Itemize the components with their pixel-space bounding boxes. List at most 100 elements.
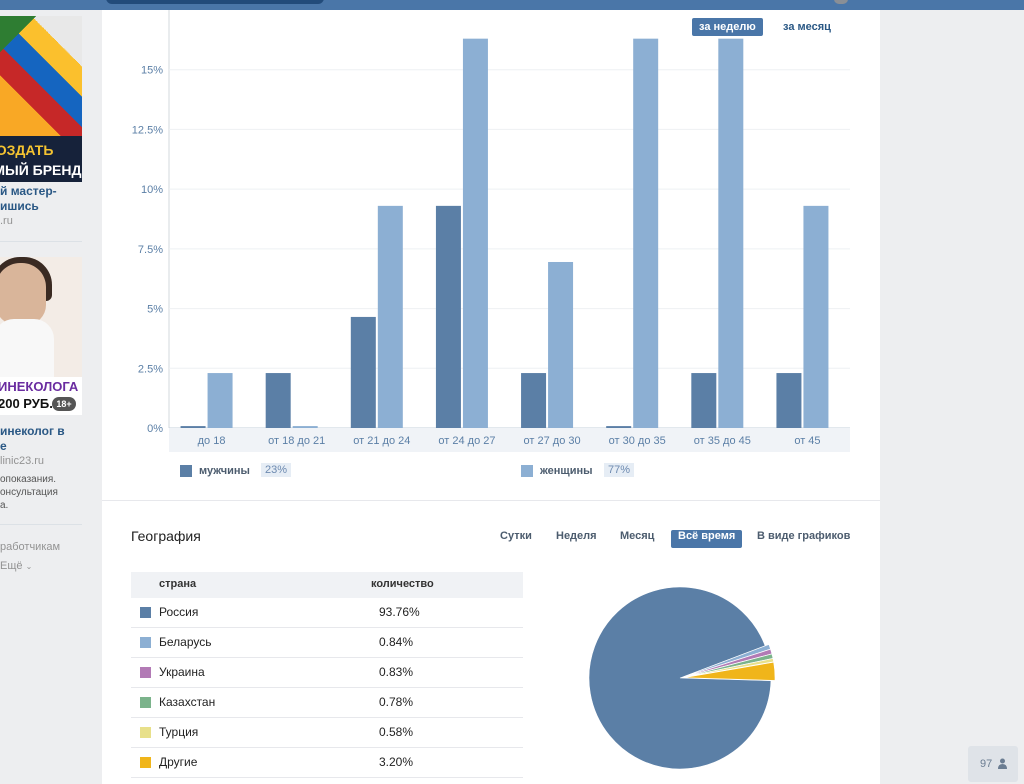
bar-men[interactable] [180,426,206,428]
bar-women[interactable] [462,38,488,429]
legend-swatch-men [180,465,192,477]
legend-label-women[interactable]: женщины [540,465,593,477]
ad-photo [0,263,46,325]
table-row: Россия 93.76% [131,598,523,628]
table-row: Украина 0.83% [131,658,523,688]
ad-banner-text: СОЗДАТЬ ЕМЫЙ БРЕНД [0,136,82,182]
bar-men[interactable] [265,373,291,428]
age-gender-chart: 0% 2.5% 5% 7.5% 10% 12.5% 15% до 18 от 18 до 21 о… [132,10,850,452]
bar-women[interactable] [718,38,744,429]
country-percent: 0.84% [379,635,414,649]
more-link[interactable]: Ещё ⌄ [0,560,32,572]
developers-link[interactable]: работчикам [0,541,61,553]
y-tick-label: 5% [147,304,163,316]
x-tick-label: от 18 до 21 [268,435,325,447]
online-counter[interactable]: 97 [968,746,1018,782]
chevron-down-icon: ⌄ [25,562,33,571]
ad-banner-line: ИНЕКОЛОГА [0,379,79,394]
country-color-swatch [140,637,151,648]
ad-description: а. [0,500,9,511]
tab-month[interactable]: Месяц [620,530,655,542]
bar-men[interactable] [350,316,376,428]
pie-slice[interactable] [683,658,774,678]
bar-women[interactable] [548,261,574,428]
ad-title[interactable]: ишись [0,199,39,213]
bar-women[interactable] [377,205,403,428]
country-name: Украина [159,665,205,679]
table-row: Турция 0.58% [131,718,523,748]
tab-day[interactable]: Сутки [500,530,532,542]
column-header-country[interactable]: страна [159,578,197,590]
ad-banner-image[interactable]: ИНЕКОЛОГА 200 РУБ. 18+ [0,257,82,415]
y-tick-label: 15% [141,65,163,77]
tab-week[interactable]: Неделя [556,530,597,542]
country-color-swatch [140,667,151,678]
x-tick-label: от 21 до 24 [353,435,410,447]
x-tick-label: от 30 до 35 [609,435,666,447]
country-name: Другие [159,755,198,769]
geography-table: страна количество Россия 93.76% Беларусь 0.… [131,572,523,778]
bar-women[interactable] [207,373,233,428]
avatar[interactable] [834,0,848,4]
bar-women[interactable] [633,38,659,429]
column-header-count[interactable]: количество [371,578,434,590]
ad-photo [0,319,54,379]
table-header: страна количество [131,572,523,598]
country-color-swatch [140,727,151,738]
ad-banner-line: ЕМЫЙ БРЕНД [0,162,82,178]
divider [102,500,880,501]
x-tick-label: до 18 [198,435,226,447]
ad-banner-line: СОЗДАТЬ [0,142,54,158]
tab-all-time[interactable]: Всё время [671,530,743,548]
ad-title[interactable]: е [0,439,7,453]
divider [0,524,82,525]
bar-men[interactable] [435,205,461,428]
country-color-swatch [140,697,151,708]
country-percent: 3.20% [379,755,414,769]
ad-banner-line: 200 РУБ. [0,396,53,411]
x-tick-label: от 24 до 27 [438,435,495,447]
country-name: Турция [159,725,199,739]
pie-slice[interactable] [588,586,772,770]
more-link-label: Ещё [0,560,23,572]
y-tick-label: 0% [147,423,163,435]
bar-women[interactable] [803,205,829,428]
country-name: Казахстан [159,695,216,709]
month-button[interactable]: за месяц [783,21,831,33]
ad-portrait-illustration [0,16,82,136]
legend-pct-men: 23% [261,463,292,477]
ad-description: опоказания. [0,474,57,485]
tab-as-graphs[interactable]: В виде графиков [757,530,851,542]
bar-women[interactable] [292,426,318,428]
age-badge: 18+ [52,397,76,411]
country-color-swatch [140,757,151,768]
person-icon [998,758,1007,769]
geography-pie-chart [588,586,776,770]
ad-description: онсультация [0,487,58,498]
legend-swatch-women [521,465,533,477]
x-tick-label: от 45 [794,435,820,447]
table-body: Россия 93.76% Беларусь 0.84% Украина 0.83% Каз… [131,598,523,778]
country-color-swatch [140,607,151,618]
y-tick-label: 10% [141,184,163,196]
table-row: Казахстан 0.78% [131,688,523,718]
bar-men[interactable] [521,373,547,428]
x-tick-label: от 27 до 30 [524,435,581,447]
bar-men[interactable] [776,373,802,428]
week-button[interactable]: за неделю [692,18,763,36]
country-name: Беларусь [159,635,212,649]
x-axis-band [169,428,850,452]
pie-slice[interactable] [683,661,776,681]
ad-title[interactable]: инеколог в [0,424,65,438]
divider [0,241,82,242]
bar-men[interactable] [691,373,717,428]
legend-label-men[interactable]: мужчины [199,465,250,477]
table-row: Беларусь 0.84% [131,628,523,658]
legend-pct-women: 77% [604,463,635,477]
left-column: СОЗДАТЬ ЕМЫЙ БРЕНД й мастер- ишись .ru И… [0,10,100,784]
ad-banner-text: ИНЕКОЛОГА 200 РУБ. [0,377,82,415]
bar-men[interactable] [606,426,632,428]
ad-banner-image[interactable]: СОЗДАТЬ ЕМЫЙ БРЕНД [0,16,82,182]
ad-title[interactable]: й мастер- [0,184,57,198]
search-input[interactable] [106,0,324,4]
